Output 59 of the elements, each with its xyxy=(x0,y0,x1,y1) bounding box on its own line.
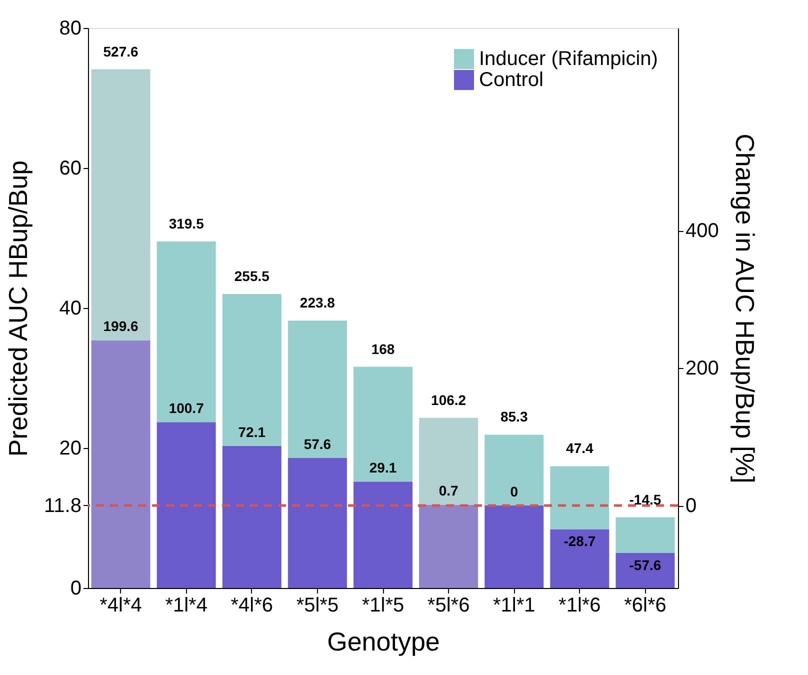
x-tick-label: *1l*1 xyxy=(492,594,536,616)
bar xyxy=(484,505,544,588)
legend-label: Control xyxy=(479,69,544,91)
bar xyxy=(616,553,675,588)
annotation: 527.6 xyxy=(103,43,138,60)
annotation: 106.2 xyxy=(431,392,466,408)
y-tick-label: 0 xyxy=(70,578,82,600)
annotation: 85.3 xyxy=(500,408,528,425)
annotation: 319.5 xyxy=(168,216,204,232)
bar xyxy=(156,242,216,422)
annotation: -28.7 xyxy=(564,533,596,550)
annotation: 100.7 xyxy=(168,400,204,416)
x-tick-label: *4l*6 xyxy=(230,594,274,616)
x-axis-title: Genotype xyxy=(327,626,440,656)
y-tick-label: 11.8 xyxy=(44,494,82,517)
bar xyxy=(354,366,412,482)
bar xyxy=(550,529,610,588)
annotation: 72.1 xyxy=(238,424,266,440)
x-tick-label: *4l*4 xyxy=(100,594,142,616)
y-tick-label: 80 xyxy=(59,18,82,40)
x-tick-label: *1l*5 xyxy=(362,594,404,616)
annotation: 0.7 xyxy=(438,482,458,499)
x-tick-label: *1l*6 xyxy=(558,594,601,616)
y2-tick-label: 200 xyxy=(686,358,719,380)
legend-label: Inducer (Rifampicin) xyxy=(479,48,658,70)
y-tick-label: 60 xyxy=(59,158,82,180)
bar xyxy=(616,517,675,553)
x-tick-label: *6l*6 xyxy=(624,594,666,616)
x-tick-label: *5l*5 xyxy=(296,594,339,616)
annotation: 223.8 xyxy=(300,294,336,311)
y-tick-label: 20 xyxy=(59,438,82,460)
bar xyxy=(91,340,150,588)
annotation: 168 xyxy=(371,340,395,357)
annotation: 199.6 xyxy=(103,318,138,334)
bar xyxy=(156,422,216,588)
bar xyxy=(419,418,478,505)
bar xyxy=(288,458,347,588)
bar xyxy=(288,320,347,458)
annotation: 57.6 xyxy=(304,436,332,452)
y2-axis-title: Change in AUC HBup/Bup [%] xyxy=(730,134,760,484)
bar xyxy=(222,294,282,446)
bar xyxy=(550,466,610,530)
annotation: 255.5 xyxy=(234,268,270,284)
y2-tick-label: 0 xyxy=(686,495,697,518)
bar xyxy=(354,482,412,588)
x-tick-label: *1l*4 xyxy=(165,594,208,616)
annotation: 0 xyxy=(510,483,518,500)
y2-tick-label: 400 xyxy=(686,220,719,242)
annotation: 47.4 xyxy=(566,440,594,456)
bar xyxy=(222,446,282,588)
bar xyxy=(419,504,478,588)
annotation: 29.1 xyxy=(369,460,397,476)
annotation: -14.5 xyxy=(629,491,662,508)
bar xyxy=(91,69,150,340)
annotation: -57.6 xyxy=(629,557,662,573)
bar xyxy=(484,434,544,506)
x-tick-label: *5l*6 xyxy=(427,594,470,616)
y-tick-label: 40 xyxy=(59,298,82,320)
y-axis-title: Predicted AUC HBup/Bup xyxy=(3,160,34,457)
